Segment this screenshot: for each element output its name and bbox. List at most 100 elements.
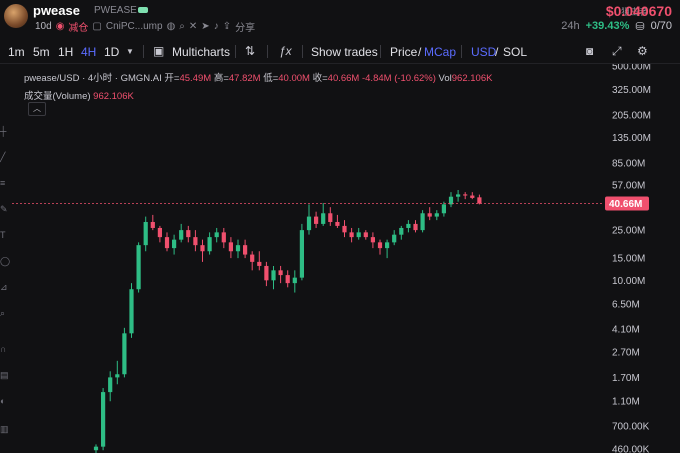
interval-1h[interactable]: 1H (58, 45, 74, 59)
settings-gear-icon[interactable]: ⚙ (637, 44, 648, 58)
toolbar-divider (461, 45, 462, 58)
ruler-tool-icon[interactable]: ⊿ (0, 282, 8, 292)
collapse-legend-chevron-up-icon[interactable]: ︿ (28, 102, 46, 116)
sniper-label: 狙击者 (620, 7, 648, 17)
candle-body (321, 213, 326, 224)
circle-tool-icon[interactable]: ◯ (0, 256, 11, 266)
candle-body (278, 270, 283, 276)
pair-label: pwease/USD · 4小时 · GMGN.AI (24, 73, 162, 84)
share-icon[interactable]: ⇪ (222, 21, 232, 32)
candle-body (257, 261, 262, 266)
interval-1d[interactable]: 1D (104, 45, 120, 59)
interval-1m[interactable]: 1m (8, 45, 25, 59)
usd-toggle[interactable]: USD (471, 45, 497, 59)
y-tick-label: 15.00M (612, 254, 645, 265)
search-icon[interactable]: ⌕ (179, 21, 185, 32)
candle-body (228, 242, 233, 252)
vol-value: 962.106K (451, 73, 493, 84)
vol-label: Vol (438, 73, 452, 84)
volume-title: 成交量(Volume) (24, 91, 91, 102)
y-tick-label: 1.70M (612, 373, 640, 384)
candle-body (136, 245, 141, 290)
zoom-tool-icon[interactable]: ⌕ (0, 308, 6, 318)
telegram-icon[interactable]: ➤ (201, 21, 210, 32)
y-tick-label: 10.00M (612, 276, 645, 287)
toolbar-divider (143, 45, 144, 58)
last-value-label: 40.66M (609, 199, 642, 210)
y-tick-label: 1.10M (612, 397, 640, 408)
interval-4h[interactable]: 4H (81, 45, 97, 59)
mcap-toggle[interactable]: MCap (424, 45, 457, 59)
camera-icon[interactable]: ◙ (586, 44, 594, 58)
copy-icon[interactable]: ▢ (92, 21, 102, 32)
current-price: $0.040670 (605, 3, 672, 19)
token-symbol: PWEASE (94, 5, 137, 16)
indicators-fx-icon[interactable]: ƒx (279, 44, 292, 58)
share-label[interactable]: 分享 (235, 23, 256, 34)
toolbar-divider (235, 45, 236, 58)
candle-body (370, 237, 375, 243)
multicharts-icon[interactable]: ▣ (153, 44, 165, 58)
lock-tool-icon[interactable]: ▤ (0, 370, 9, 380)
toggle-slash: / (495, 45, 499, 59)
change-period: 24h (561, 20, 580, 32)
holders-icon: ⛁ (635, 21, 645, 33)
fib-tool-icon[interactable]: ≡ (0, 178, 6, 188)
holders-count: 0/70 (650, 20, 672, 32)
candle-body (214, 232, 219, 238)
eye-tool-icon[interactable]: ◐ (0, 396, 6, 406)
candle-body (441, 204, 446, 214)
candle-body (427, 213, 432, 217)
candle-body (399, 227, 404, 235)
candle-body (93, 446, 99, 451)
high-value: 47.82M (228, 73, 261, 84)
token-name: pwease (33, 3, 80, 18)
candle-body (101, 392, 106, 447)
tiktok-icon[interactable]: ♪ (213, 21, 219, 32)
contract-address[interactable]: CniPC...ump (105, 21, 163, 32)
crosshair-tool-icon[interactable]: ┼ (0, 126, 7, 136)
trendline-tool-icon[interactable]: ╱ (0, 152, 6, 162)
change-percent: +39.43% (585, 20, 630, 32)
toolbar-divider (380, 45, 381, 58)
price-toggle[interactable]: Price (390, 45, 418, 59)
y-tick-label: 25.00M (612, 226, 645, 237)
fullscreen-icon[interactable]: ⤢ (612, 44, 622, 58)
y-axis: 500.00M 325.00M 205.00M 135.00M 85.00M 57.00M… (612, 64, 651, 453)
high-label: 高= (213, 73, 229, 84)
candle-body (207, 237, 212, 252)
change-value: -4.84M (-10.62%) (361, 73, 436, 84)
price-chart[interactable]: 500.00M 325.00M 205.00M 135.00M 85.00M 57.00M… (0, 64, 680, 453)
globe-icon[interactable]: ◍ (166, 21, 176, 32)
candle-body (243, 245, 248, 255)
token-avatar[interactable] (4, 4, 28, 28)
y-tick-label: 85.00M (612, 159, 645, 170)
multicharts-button[interactable]: Multicharts (172, 45, 231, 59)
candle-body (470, 195, 475, 198)
magnet-tool-icon[interactable]: ∩ (0, 344, 7, 354)
brush-tool-icon[interactable]: ✎ (0, 204, 8, 214)
close-label: 收= (312, 73, 328, 84)
sol-toggle[interactable]: SOL (503, 45, 528, 59)
candle-body (157, 227, 162, 238)
compare-icon[interactable]: ⇅ (245, 44, 256, 58)
last-value-line: 40.66M (12, 196, 649, 211)
x-twitter-icon[interactable]: ✕ (188, 21, 198, 32)
trash-tool-icon[interactable]: ▥ (0, 424, 9, 434)
y-tick-label: 460.00K (612, 445, 650, 453)
interval-dropdown-chevron-icon[interactable]: ▼ (126, 47, 134, 56)
open-value: 45.49M (179, 73, 212, 84)
show-trades-button[interactable]: Show trades (311, 45, 378, 59)
volume-value: 962.106K (93, 91, 134, 102)
candle-body (172, 239, 177, 249)
candles (93, 189, 482, 453)
candle-body (271, 270, 276, 281)
interval-5m[interactable]: 5m (33, 45, 50, 59)
candle-body (264, 265, 269, 281)
token-age: 10d (35, 21, 52, 32)
token-header: pwease PWEASE 10d ◉ 减仓 ▢ CniPC...ump ◍ ⌕… (0, 0, 680, 40)
verified-pill-icon (138, 7, 148, 13)
y-tick-label: 700.00K (612, 421, 650, 432)
change-row: 24h +39.43% ⛁ 0/70 (561, 20, 672, 33)
text-tool-icon[interactable]: T (0, 230, 6, 240)
